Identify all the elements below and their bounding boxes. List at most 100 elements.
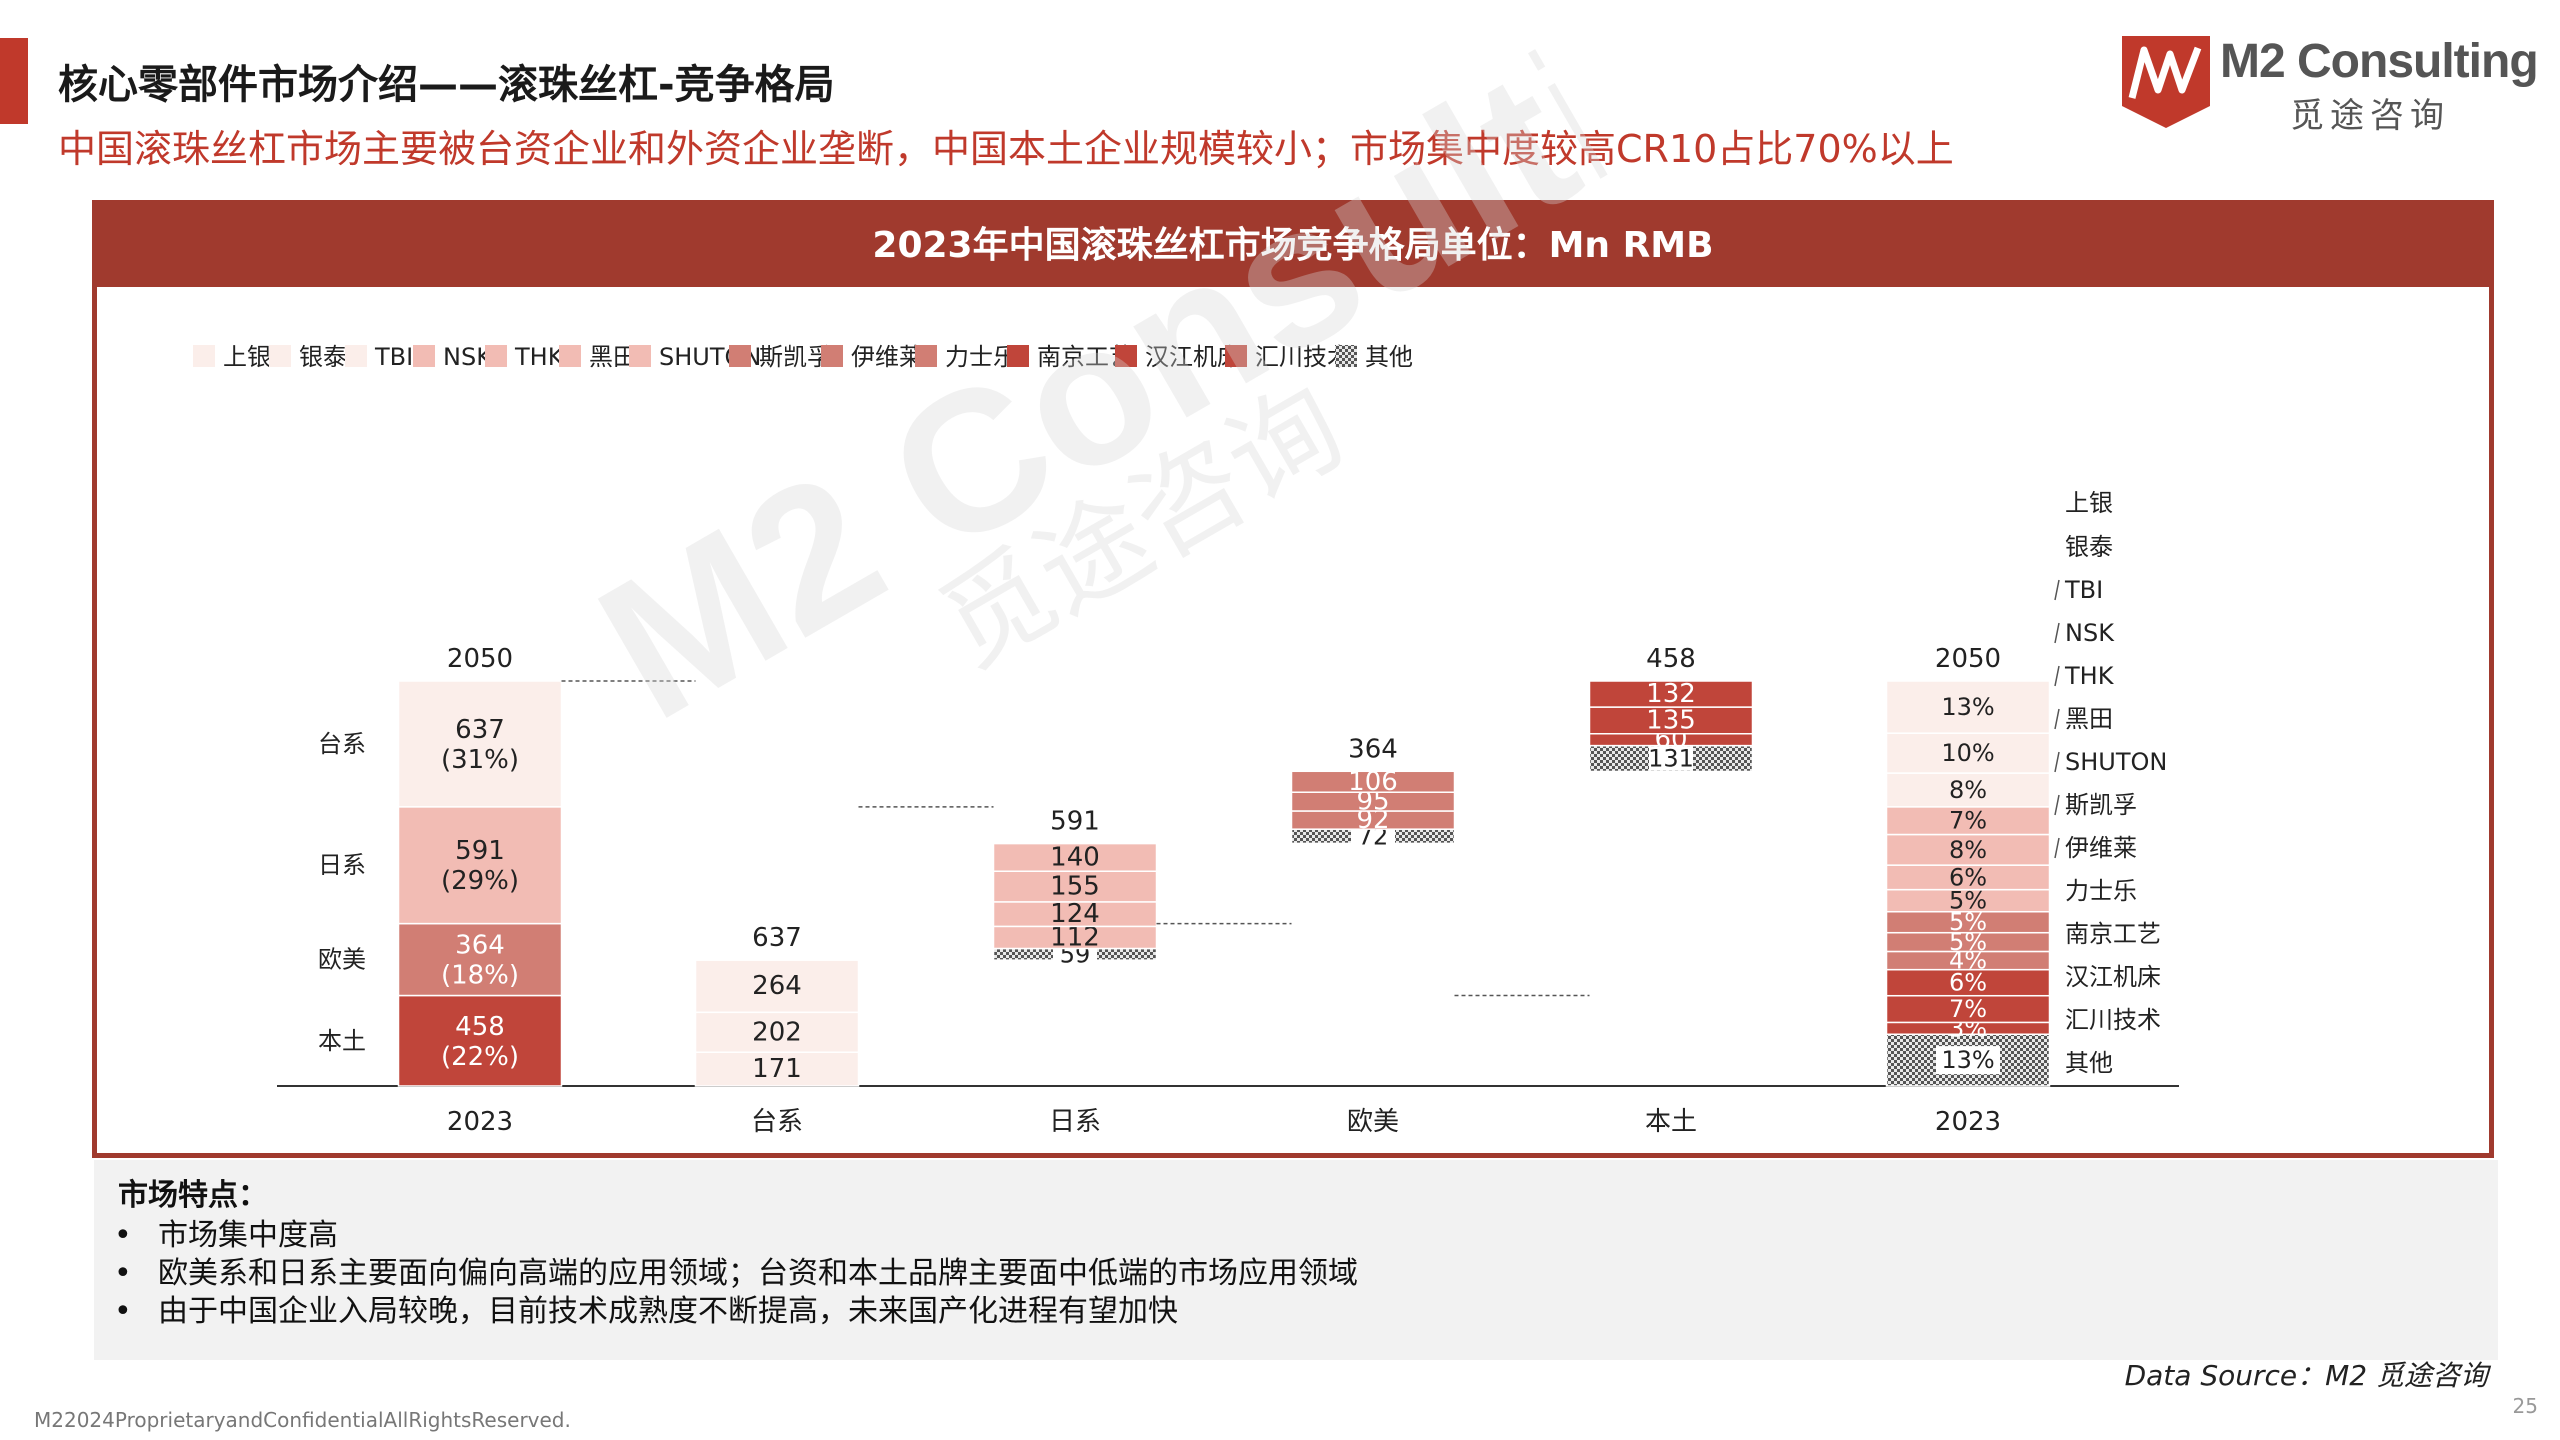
data-source: Data Source：M2 觅途咨询 [2124, 1359, 2488, 1392]
bar-segment [992, 870, 1158, 903]
data-label: 264 [752, 971, 802, 1001]
data-label: 5% [1949, 887, 1987, 915]
total-label: 591 [1050, 807, 1100, 837]
legend-swatch [345, 345, 367, 367]
chart-title: 2023年中国滚珠丝杠市场竞争格局单位：Mn RMB [97, 205, 2489, 287]
leader-line [2054, 751, 2060, 773]
leader-line [2054, 665, 2060, 687]
data-label: (18%) [441, 961, 519, 991]
bar-segment [1588, 680, 1754, 708]
footer-copyright: M22024ProprietaryandConfidentialAllRight… [34, 1408, 571, 1432]
x-tick-label: 欧美 [1347, 1107, 1399, 1137]
legend-swatch [1007, 345, 1029, 367]
legend-swatch [1335, 345, 1357, 367]
company-label: 上银 [2065, 489, 2113, 517]
data-label: 171 [752, 1054, 802, 1084]
data-label: (31%) [441, 745, 519, 775]
bar-segment [397, 922, 563, 997]
bar-segment [992, 842, 1158, 873]
legend-swatch [629, 345, 651, 367]
chart-panel: 2023年中国滚珠丝杠市场竞争格局单位：Mn RMB 上银 银泰 TBI NSK THK… [92, 200, 2494, 1158]
data-label: 591 [455, 836, 505, 866]
leader-line [2054, 794, 2060, 816]
bar-segment [694, 959, 860, 1014]
data-label: 124 [1050, 899, 1100, 929]
data-label: 458 [455, 1012, 505, 1042]
data-label: 131 [1648, 745, 1694, 773]
legend-label: 银泰 [299, 343, 347, 371]
data-label: 155 [1050, 872, 1100, 902]
company-label: 力士乐 [2065, 877, 2137, 905]
data-label: 112 [1050, 922, 1100, 952]
leader-line [2054, 622, 2060, 644]
legend-swatch [821, 345, 843, 367]
company-label: 黑田 [2065, 705, 2113, 733]
data-label: 5% [1949, 908, 1987, 936]
total-label: 2050 [1935, 644, 2001, 674]
data-label: 6% [1949, 863, 1987, 891]
legend-swatch [1115, 345, 1137, 367]
bar-segment [1885, 680, 2051, 734]
data-label: 7% [1949, 995, 1987, 1023]
legend-label: 伊维莱 [851, 343, 923, 371]
title-accent-bar [0, 38, 28, 124]
company-label: 汇川技术 [2065, 1006, 2161, 1034]
leader-line [2054, 579, 2060, 601]
legend-label: 力士乐 [945, 343, 1017, 371]
company-label: NSK [2065, 619, 2115, 647]
data-label: 7% [1949, 807, 1987, 835]
note-item: • 由于中国企业入局较晚，目前技术成熟度不断提高，未来国产化进程有望加快 [114, 1294, 1178, 1329]
note-item: • 市场集中度高 [114, 1218, 338, 1253]
market-notes: 市场特点： • 市场集中度高 • 欧美系和日系主要面向偏向高端的应用领域；台资和本土… [94, 1160, 2498, 1360]
data-label-bg [1649, 746, 1693, 771]
data-label: (22%) [441, 1042, 519, 1072]
legend-label: 上银 [223, 343, 271, 371]
page-subtitle: 中国滚珠丝杠市场主要被台资企业和外资企业垄断，中国本土企业规模较小；市场集中度较… [58, 127, 1954, 171]
company-label: 伊维莱 [2065, 834, 2137, 862]
data-label: 8% [1949, 836, 1987, 864]
leader-line [2054, 837, 2060, 859]
bar-segment [397, 680, 563, 808]
legend-label: TBI [374, 343, 413, 371]
data-label: 8% [1949, 776, 1987, 804]
data-label: 6% [1949, 969, 1987, 997]
total-label: 458 [1646, 644, 1696, 674]
legend-swatch [193, 345, 215, 367]
data-label: 202 [752, 1017, 802, 1047]
company-label: SHUTON [2065, 748, 2167, 776]
data-label-bg [1936, 1046, 2000, 1075]
x-tick-label: 2023 [1935, 1107, 2001, 1137]
bar-segment [1885, 864, 2051, 891]
page-number: 25 [2512, 1394, 2538, 1418]
legend-swatch [1225, 345, 1247, 367]
leader-line [2054, 708, 2060, 730]
x-tick-label: 2023 [447, 1107, 513, 1137]
legend-swatch [269, 345, 291, 367]
bar-segment [1885, 772, 2051, 808]
legend-swatch [485, 345, 507, 367]
data-label: 13% [1941, 1046, 1994, 1074]
logo-chinese-name: 觅途咨询 [2290, 96, 2450, 136]
data-label: 13% [1941, 693, 1994, 721]
group-label: 欧美 [318, 946, 366, 974]
page-title: 核心零部件市场介绍——滚珠丝杠-竞争格局 [58, 62, 835, 108]
company-label: 南京工艺 [2065, 920, 2161, 948]
legend-swatch [729, 345, 751, 367]
bar-segment [397, 806, 563, 925]
legend-label: NSK [443, 343, 493, 371]
company-logo: M2 Consulting 觅途咨询 [2118, 30, 2539, 140]
data-label: 140 [1050, 842, 1100, 872]
group-label: 本土 [318, 1027, 366, 1055]
company-label: 汉江机床 [2065, 963, 2161, 991]
bar-segment [694, 1051, 860, 1087]
bar-segment [1290, 770, 1456, 793]
total-label: 364 [1348, 734, 1398, 764]
bar-segment [1588, 706, 1754, 735]
group-label: 日系 [318, 851, 366, 879]
company-label: TBI [2064, 576, 2103, 604]
legend-swatch [559, 345, 581, 367]
data-label: 135 [1646, 705, 1696, 735]
data-label: 364 [455, 931, 505, 961]
x-tick-label: 本土 [1645, 1107, 1697, 1137]
